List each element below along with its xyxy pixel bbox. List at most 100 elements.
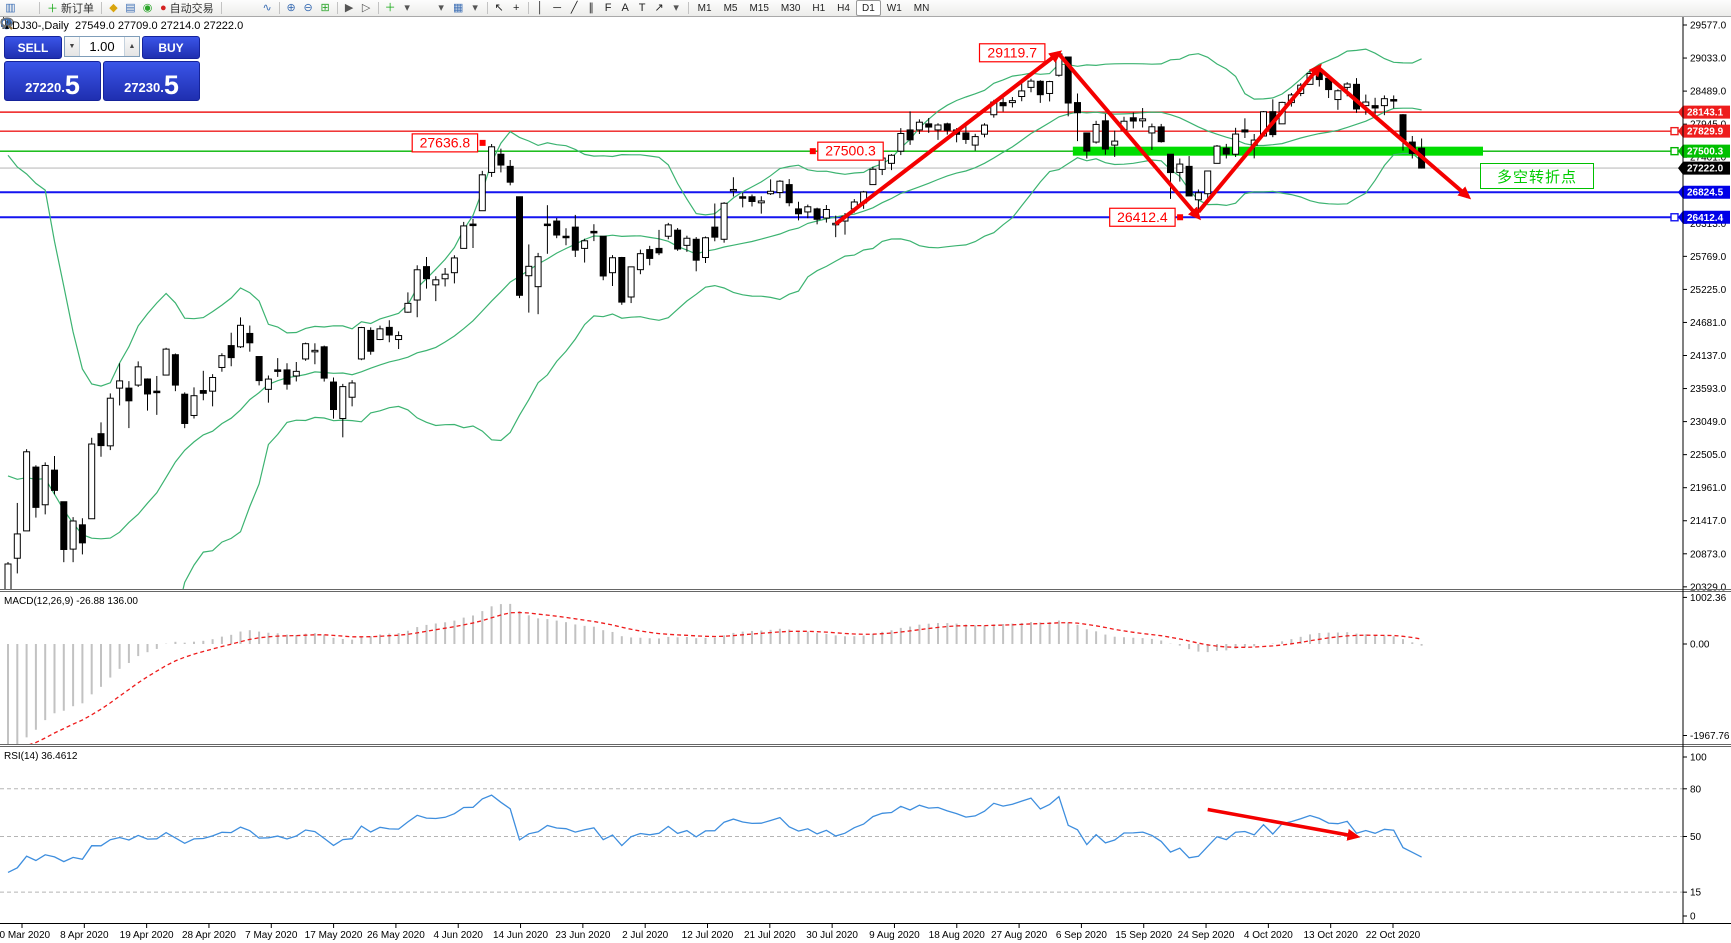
price-axis[interactable]: 29577.029033.028489.027945.027401.026857… [1683, 21, 1730, 923]
crosshair-icon[interactable]: + [512, 1, 520, 14]
svg-text:6 Sep 2020: 6 Sep 2020 [1056, 930, 1108, 941]
timeframe-m15[interactable]: M15 [749, 2, 769, 14]
toolbar-separator [527, 2, 529, 14]
line-handle[interactable] [1670, 146, 1679, 156]
auto-scroll-icon[interactable]: ▶ [344, 1, 354, 14]
toolbar-separator [687, 2, 689, 14]
hline-icon[interactable]: ─ [553, 1, 562, 14]
collapse-icon[interactable]: ▴ [5, 22, 10, 31]
symbol-name: DJ30-,Daily [12, 20, 69, 32]
label-icon[interactable]: T [638, 1, 646, 14]
periods-clock-icon[interactable] [0, 1, 433, 30]
trend-arrow-3[interactable] [1196, 63, 1322, 214]
line-handle[interactable] [1670, 213, 1679, 222]
bar-chart-icon[interactable] [1, 1, 242, 29]
rsi-line [7, 794, 1422, 873]
price-label-27500.3[interactable]: 27500.3 [809, 141, 884, 161]
price-label-29119.7[interactable]: 29119.7 [978, 43, 1046, 63]
indicators-add-icon[interactable]: ＋ [384, 1, 396, 14]
price-tag-26824.5: 26824.5 [1678, 185, 1730, 199]
timeframe-m5[interactable]: M5 [723, 2, 738, 14]
candle-chart-icon[interactable] [1, 1, 259, 29]
lot-value[interactable]: 1.00 [89, 39, 115, 54]
price-label-26412.4[interactable]: 26412.4 [1109, 207, 1184, 227]
trend-arrow-1[interactable] [834, 50, 1063, 226]
timeframe-mn[interactable]: MN [913, 2, 930, 14]
new-chart-icon[interactable]: ▥ [5, 1, 16, 14]
chat-icon[interactable] [0, 1, 1721, 29]
timeframe-m1[interactable]: M1 [697, 2, 712, 14]
sell-price-panel[interactable]: 27220. 5 [4, 61, 101, 101]
svg-text:27500.3: 27500.3 [825, 143, 876, 159]
macd-indicator-label: MACD(12,26,9) -26.88 136.00 [4, 596, 138, 607]
price-tag-27500.3: 27500.3 [1678, 144, 1730, 158]
toolbar-separator [336, 2, 338, 14]
timeframe-d1[interactable]: D1 [855, 0, 881, 16]
channel-icon[interactable]: ∥ [588, 1, 594, 14]
svg-text:30 Mar 2020: 30 Mar 2020 [0, 930, 51, 941]
periods-dropdown-icon[interactable]: ▾ [438, 1, 444, 14]
line-handle[interactable] [1670, 126, 1679, 136]
main-price-pane[interactable] [0, 48, 1683, 796]
rsi-pane[interactable] [0, 788, 1683, 893]
templates-icon[interactable]: ▦ [452, 1, 464, 14]
timeframe-m30[interactable]: M30 [780, 2, 801, 14]
new-order-button-label: 新订单 [61, 3, 94, 15]
chart-window-search-icon[interactable] [1, 1, 36, 30]
toolbar-separator [220, 2, 222, 14]
lot-size-stepper[interactable]: ▼ 1.00 ▲ [64, 36, 140, 57]
timeframe-h4[interactable]: H4 [837, 2, 850, 14]
market-watch-icon[interactable]: ◆ [109, 1, 118, 14]
vline-icon[interactable]: │ [536, 1, 544, 14]
search-icon[interactable] [1, 1, 1698, 30]
zoom-in-icon[interactable]: ⊕ [286, 1, 296, 14]
svg-text:29033.0: 29033.0 [1690, 54, 1727, 65]
svg-text:2 Jul 2020: 2 Jul 2020 [622, 930, 669, 941]
cursor-icon[interactable]: ↖ [494, 1, 504, 14]
new-order-button[interactable]: ＋新订单 [43, 1, 98, 16]
rsi-trend-arrow[interactable] [1207, 807, 1361, 841]
trend-arrow-2[interactable] [1057, 52, 1201, 221]
autotrading-button[interactable]: ● 自动交易 [156, 1, 218, 16]
metaeditor-icon[interactable]: ▤ [125, 1, 136, 14]
svg-text:50: 50 [1690, 832, 1702, 843]
svg-text:12 Jul 2020: 12 Jul 2020 [682, 930, 734, 941]
chart-area[interactable]: 29119.7 27636.8 27500.3 26412.4 29577.0 29033… [0, 17, 1731, 943]
macd-pane[interactable] [7, 603, 1423, 759]
lot-decrease-button[interactable]: ▼ [65, 37, 80, 56]
price-label-27636.8[interactable]: 27636.8 [411, 133, 486, 153]
timeframe-w1[interactable]: W1 [886, 2, 902, 14]
tile-windows-icon[interactable]: ⊞ [320, 1, 330, 14]
toolbar: ▥ ＋新订单 ◆ ▤ ◉ ● 自动交易 ∿ ⊕ ⊖ ⊞ ▶ ▷ ＋ ▾ ▾ ▦ ▾ ↖ + │ ─ ╱ ∥ F A T ↗ ▾ M1 M5 M… [0, 0, 1731, 30]
line-chart-icon[interactable]: ∿ [262, 1, 272, 14]
price-tag-26412.4: 26412.4 [1678, 210, 1730, 224]
chart-shift-icon[interactable]: ▷ [361, 1, 371, 14]
time-axis[interactable]: 30 Mar 2020 8 Apr 2020 19 Apr 2020 28 Apr 2… [0, 924, 1421, 941]
timeframe-h1[interactable]: H1 [812, 2, 826, 14]
sell-button[interactable]: SELL [4, 36, 62, 59]
svg-text:80: 80 [1690, 784, 1702, 795]
trend-arrow-4[interactable] [1317, 67, 1472, 200]
buy-price-panel[interactable]: 27230. 5 [103, 61, 200, 101]
buy-button[interactable]: BUY [142, 36, 200, 59]
text-icon[interactable]: A [621, 1, 629, 14]
svg-text:20873.0: 20873.0 [1690, 549, 1727, 560]
fibonacci-icon[interactable]: F [604, 1, 612, 14]
svg-text:27401.0: 27401.0 [1690, 153, 1727, 164]
indicators-dropdown-icon[interactable]: ▾ [404, 1, 410, 14]
svg-text:27500.3: 27500.3 [1687, 147, 1724, 158]
arrows-icon[interactable]: ↗ [654, 1, 664, 14]
price-tag-28143.1: 28143.1 [1678, 105, 1730, 119]
lot-increase-button[interactable]: ▲ [124, 37, 139, 56]
svg-text:24681.0: 24681.0 [1690, 318, 1727, 329]
zoom-out-icon[interactable]: ⊖ [303, 1, 313, 14]
signals-icon[interactable]: ◉ [142, 1, 153, 14]
svg-text:8 Apr 2020: 8 Apr 2020 [60, 930, 109, 941]
objects-dropdown-icon[interactable]: ▾ [673, 1, 679, 14]
svg-text:15 Sep 2020: 15 Sep 2020 [1115, 930, 1172, 941]
bull-bear-turning-point-note[interactable]: 多空转折点 [1480, 163, 1594, 189]
support-zone-bar[interactable] [1072, 146, 1483, 156]
trendline-icon[interactable]: ╱ [570, 1, 578, 14]
templates-dropdown-icon[interactable]: ▾ [472, 1, 478, 14]
svg-text:23 Jun 2020: 23 Jun 2020 [555, 930, 610, 941]
